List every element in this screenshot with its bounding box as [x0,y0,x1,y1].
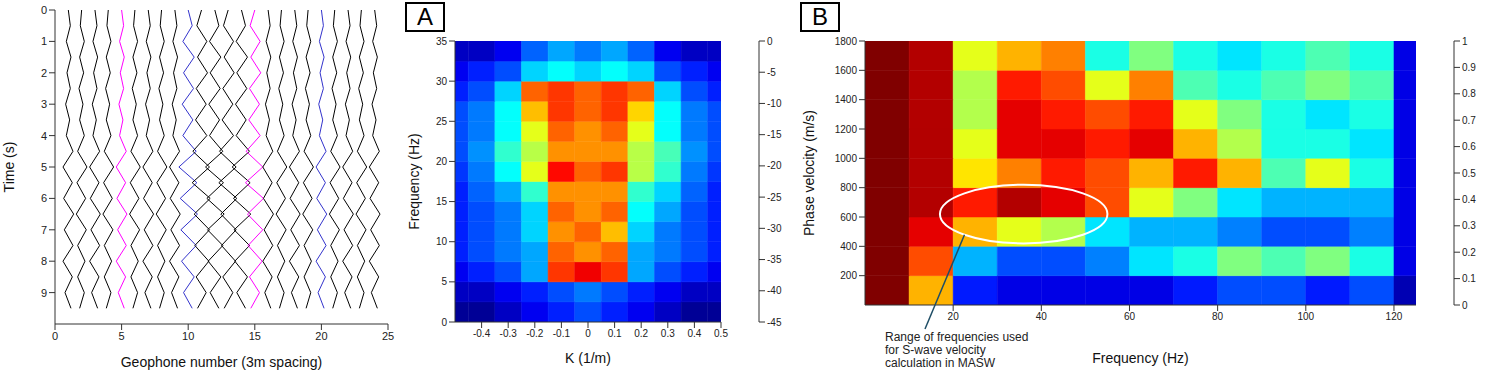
svg-text:40: 40 [1036,311,1048,322]
svg-text:0.1: 0.1 [1462,273,1476,284]
svg-text:7: 7 [41,224,47,236]
svg-text:Time (s): Time (s) [1,142,17,193]
svg-text:1800: 1800 [835,36,858,47]
svg-text:0.4: 0.4 [687,328,701,339]
svg-text:20: 20 [436,156,448,167]
svg-text:400: 400 [840,241,857,252]
html-text:Range of frequencies used: Range of frequencies used [885,330,1029,344]
svg-text:4: 4 [41,130,47,142]
svg-text:0: 0 [767,36,773,47]
svg-text:-20: -20 [767,160,782,171]
svg-text:-5: -5 [767,67,776,78]
svg-text:20: 20 [315,330,327,342]
svg-text:10: 10 [182,330,194,342]
svg-text:200: 200 [840,270,857,281]
svg-text:1: 1 [1462,36,1468,47]
svg-text:Frequency (Hz): Frequency (Hz) [1092,350,1188,366]
svg-text:1000: 1000 [835,153,858,164]
svg-text:9: 9 [41,287,47,299]
svg-text:1200: 1200 [835,124,858,135]
svg-text:0.6: 0.6 [1462,141,1476,152]
svg-text:-30: -30 [767,223,782,234]
html-text:B: B [812,3,828,30]
svg-text:0.2: 0.2 [634,328,648,339]
svg-text:-15: -15 [767,129,782,140]
svg-text:-10: -10 [767,98,782,109]
html-text:for S-wave velocity: for S-wave velocity [885,343,986,357]
svg-text:25: 25 [436,116,448,127]
svg-text:K (1/m): K (1/m) [565,350,611,366]
svg-text:Phase velocity (m/s): Phase velocity (m/s) [801,110,817,236]
svg-text:5: 5 [441,276,447,287]
svg-text:0: 0 [585,328,591,339]
svg-text:0.7: 0.7 [1462,115,1476,126]
svg-text:8: 8 [41,255,47,267]
svg-text:0.2: 0.2 [1462,247,1476,258]
svg-text:25: 25 [382,330,394,342]
svg-text:0.3: 0.3 [661,328,675,339]
svg-text:5: 5 [41,161,47,173]
svg-text:15: 15 [436,196,448,207]
svg-text:800: 800 [840,182,857,193]
html-text:calculation in MASW: calculation in MASW [885,356,995,370]
svg-text:30: 30 [436,76,448,87]
svg-text:0.5: 0.5 [1462,168,1476,179]
svg-text:0: 0 [41,4,47,16]
svg-text:35: 35 [436,36,448,47]
svg-text:0.9: 0.9 [1462,62,1476,73]
svg-text:0.4: 0.4 [1462,194,1476,205]
svg-text:600: 600 [840,212,857,223]
svg-text:-0.2: -0.2 [526,328,544,339]
svg-text:80: 80 [1212,311,1224,322]
svg-text:Geophone number (3m spacing): Geophone number (3m spacing) [121,354,323,370]
svg-text:120: 120 [1386,311,1403,322]
svg-text:0.5: 0.5 [714,328,728,339]
svg-text:20: 20 [948,311,960,322]
svg-text:-25: -25 [767,192,782,203]
svg-text:1: 1 [41,35,47,47]
svg-text:0: 0 [1462,300,1468,311]
svg-text:15: 15 [249,330,261,342]
svg-text:-0.4: -0.4 [473,328,491,339]
html-text:A: A [417,3,433,30]
svg-text:1600: 1600 [835,65,858,76]
svg-text:0.3: 0.3 [1462,220,1476,231]
svg-text:5: 5 [119,330,125,342]
svg-text:2: 2 [41,67,47,79]
svg-text:-45: -45 [767,317,782,328]
svg-text:0: 0 [441,317,447,328]
svg-text:1400: 1400 [835,94,858,105]
svg-text:3: 3 [41,98,47,110]
svg-text:0.1: 0.1 [608,328,622,339]
svg-text:0: 0 [52,330,58,342]
svg-text:10: 10 [436,236,448,247]
svg-text:-0.1: -0.1 [553,328,571,339]
svg-text:6: 6 [41,192,47,204]
svg-text:Frequency (Hz): Frequency (Hz) [406,133,422,229]
svg-text:-35: -35 [767,254,782,265]
svg-text:0.8: 0.8 [1462,88,1476,99]
svg-text:-40: -40 [767,285,782,296]
svg-text:-0.3: -0.3 [500,328,518,339]
svg-text:60: 60 [1124,311,1136,322]
svg-text:100: 100 [1297,311,1314,322]
